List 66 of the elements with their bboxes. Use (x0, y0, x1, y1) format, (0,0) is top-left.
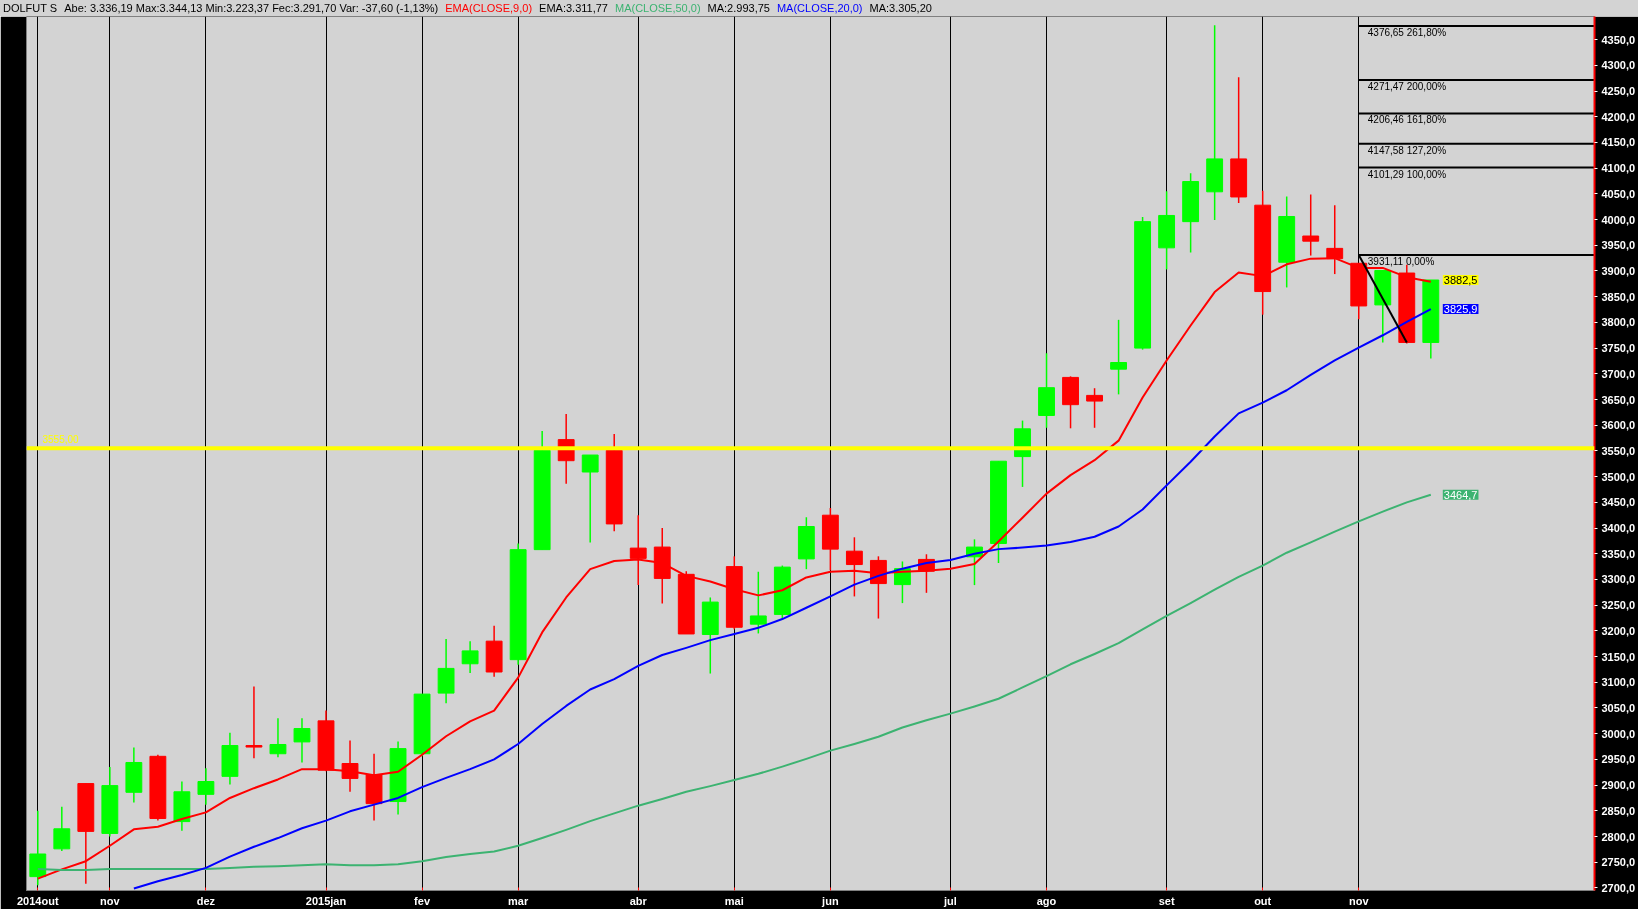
annotation: 4206,46 161,80% (1367, 114, 1447, 126)
text: EMA:3.311,77 (539, 2, 608, 14)
y-tick-label: 4050,0 (1601, 187, 1636, 200)
y-tick-label: 3350,0 (1601, 547, 1636, 560)
y-tick-label: 4200,0 (1601, 110, 1636, 123)
x-tick-label: dez (196, 894, 216, 907)
y-tick-label: 2700,0 (1601, 881, 1636, 894)
x-tick-label: mar (508, 894, 529, 907)
text: MA:3.305,20 (869, 2, 932, 14)
ref-line-label: 3555,00 (42, 434, 80, 446)
x-tick-label: mai (724, 894, 744, 907)
y-tick-label: 2800,0 (1601, 830, 1636, 843)
x-tick-label: out (1254, 894, 1272, 907)
y-tick-label: 3400,0 (1601, 522, 1636, 535)
y-tick-label: 3250,0 (1601, 599, 1636, 612)
y-tick-label: 4100,0 (1601, 162, 1636, 175)
text: 3882,5 (1443, 273, 1478, 286)
y-tick-label: 3300,0 (1601, 573, 1636, 586)
x-tick-label: fev (414, 894, 431, 907)
text: MA(CLOSE,20,0) (776, 2, 863, 14)
y-tick-label: 3850,0 (1601, 290, 1636, 303)
y-tick-label: 3950,0 (1601, 239, 1636, 252)
y-tick-label: 3050,0 (1601, 701, 1636, 714)
x-tick-label: abr (629, 894, 648, 907)
x-tick-label: set (1158, 894, 1175, 907)
y-tick-label: 2750,0 (1601, 856, 1636, 869)
x-tick-label: 2015jan (305, 894, 347, 907)
x-tick-label: jun (821, 894, 839, 907)
x-tick-label: 2014out (17, 894, 59, 907)
text: MA(CLOSE,50,0) (614, 2, 701, 14)
text: MA:2.993,75 (707, 2, 770, 14)
y-tick-label: 4150,0 (1601, 136, 1636, 149)
y-tick-label: 3650,0 (1601, 393, 1636, 406)
x-tick-label: nov (100, 894, 121, 907)
y-tick-label: 3700,0 (1601, 367, 1636, 380)
annotation: 3931,11 0,00% (1367, 255, 1435, 267)
x-tick-label: jul (943, 894, 957, 907)
y-tick-label: 3200,0 (1601, 624, 1636, 637)
y-tick-label: 3750,0 (1601, 342, 1636, 355)
x-tick-label: nov (1348, 894, 1370, 907)
y-tick-label: 3800,0 (1601, 316, 1636, 329)
y-tick-label: 4250,0 (1601, 85, 1636, 98)
annotation: 4376,65 261,80% (1367, 26, 1447, 38)
y-tick-label: 4000,0 (1601, 213, 1636, 226)
y-tick-label: 3550,0 (1601, 444, 1636, 457)
data-label: 3825,9 (1443, 303, 1478, 316)
data-label: 3464,7 (1443, 488, 1478, 501)
y-tick-label: 4300,0 (1601, 59, 1636, 72)
y-tick-label: 3100,0 (1601, 676, 1636, 689)
x-tick-label: ago (1036, 894, 1057, 907)
y-tick-label: 2850,0 (1601, 804, 1636, 817)
y-tick-label: 3150,0 (1601, 650, 1636, 663)
text: EMA(CLOSE,9,0) (445, 2, 533, 14)
y-tick-label: 2900,0 (1601, 779, 1636, 792)
chart-subtitle: Abe: 3.336,19 Max:3.344,13 Min:3.223,37 Fec:3.291,70 Var: -37,60 (-1,13%) (64, 2, 439, 14)
chart-title: DOLFUT S (3, 2, 58, 14)
y-tick-label: 2950,0 (1601, 753, 1636, 766)
annotation: 4271,47 200,00% (1367, 81, 1447, 93)
y-tick-label: 3500,0 (1601, 470, 1636, 483)
y-tick-label: 3450,0 (1601, 496, 1636, 509)
annotation: 4101,29 100,00% (1367, 168, 1447, 180)
y-tick-label: 3900,0 (1601, 264, 1636, 277)
y-tick-label: 4350,0 (1601, 33, 1636, 46)
y-tick-label: 3600,0 (1601, 419, 1636, 432)
y-tick-label: 3000,0 (1601, 727, 1636, 740)
annotation: 4147,58 127,20% (1367, 144, 1447, 156)
